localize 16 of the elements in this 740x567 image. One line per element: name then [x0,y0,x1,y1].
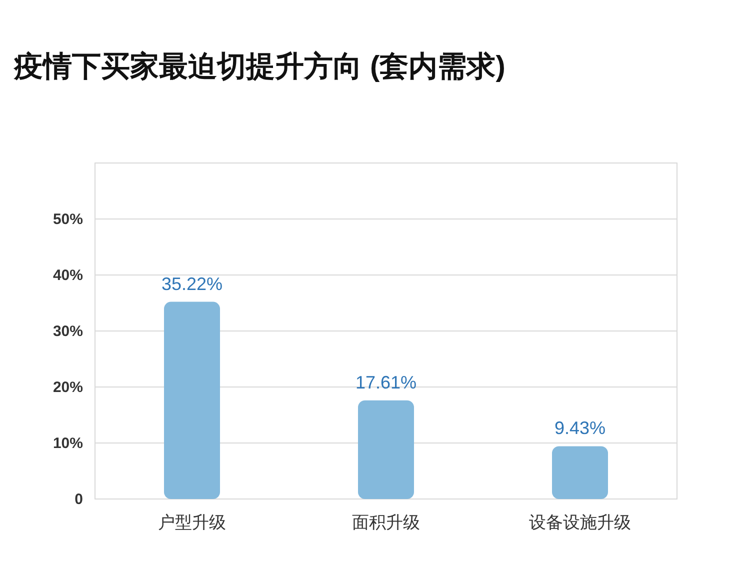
y-tick-label: 40% [52,267,83,284]
x-tick-label: 户型升级 [158,513,226,532]
x-tick-label: 面积升级 [352,513,420,532]
y-tick-label: 50% [52,211,83,228]
bar [552,446,608,499]
bar [358,400,414,499]
data-label: 9.43% [554,418,606,438]
y-tick-label: 10% [52,435,83,452]
bar [164,302,220,499]
data-label: 17.61% [355,372,417,392]
data-label: 35.22% [161,274,223,294]
y-tick-label: 0 [74,491,83,508]
x-tick-label: 设备设施升级 [529,513,631,532]
y-tick-label: 20% [52,379,83,396]
chart-title: 疫情下买家最迫切提升方向 (套内需求) [13,50,506,83]
y-tick-label: 30% [52,323,83,340]
